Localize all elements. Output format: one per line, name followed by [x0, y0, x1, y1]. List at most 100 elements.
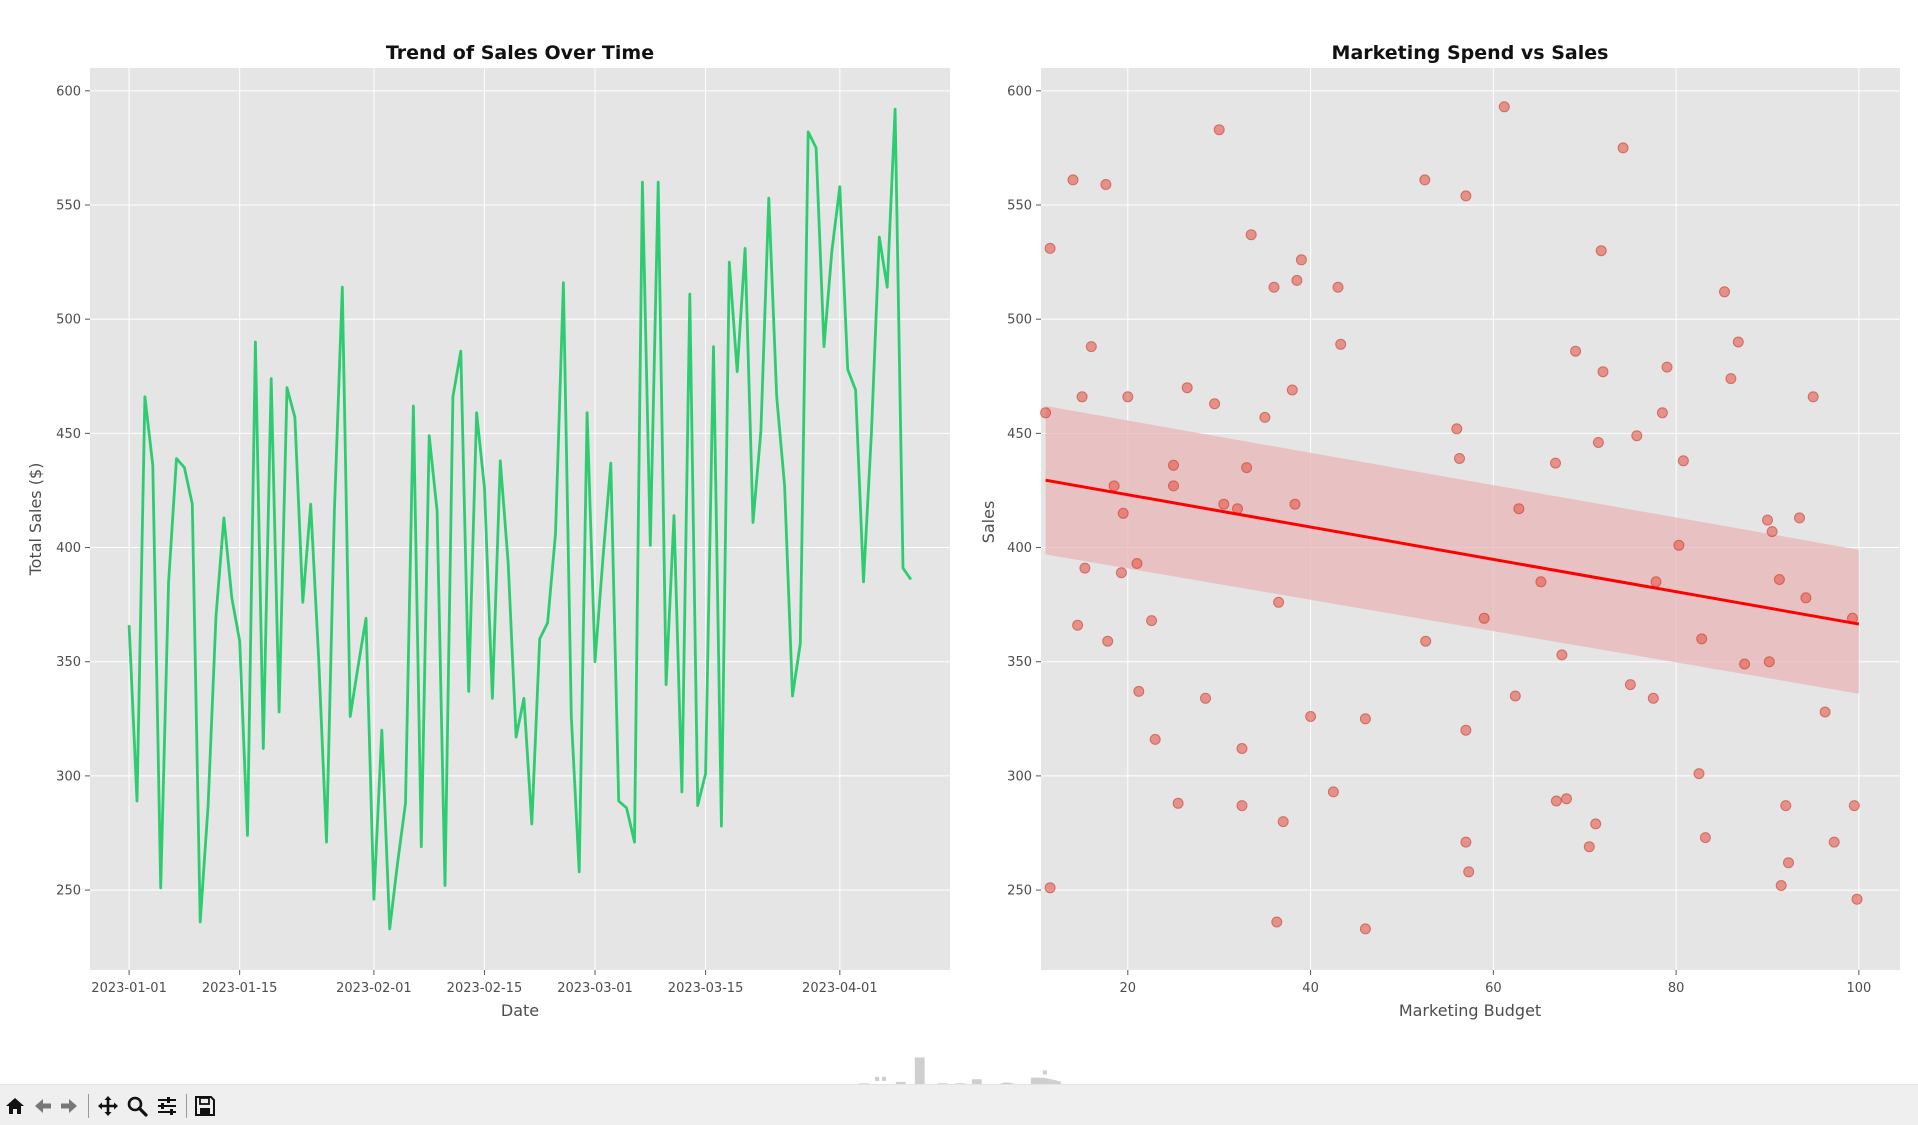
scatter-chart-y-tick-label: 350 — [1007, 655, 1032, 670]
line-chart-title: Trend of Sales Over Time — [386, 42, 654, 64]
toolbar — [0, 1084, 1918, 1125]
scatter-point — [1509, 690, 1521, 702]
scatter-point — [1149, 733, 1161, 745]
scatter-point — [1828, 836, 1840, 848]
scatter-chart-y-tick-label: 500 — [1007, 313, 1032, 328]
scatter-point — [1463, 866, 1475, 878]
scatter-point — [1076, 391, 1088, 403]
pan-icon[interactable] — [97, 1095, 119, 1117]
scatter-point — [1775, 880, 1787, 891]
scatter-point — [1561, 793, 1572, 805]
scatter-point — [1819, 706, 1831, 718]
scatter-point — [1108, 480, 1120, 492]
line-chart-y-tick-label: 350 — [56, 655, 81, 670]
scatter-chart-y-tick-label: 550 — [1007, 199, 1032, 214]
scatter-point — [1213, 124, 1225, 136]
scatter-point — [1133, 685, 1145, 697]
scatter-point — [1420, 635, 1432, 647]
scatter-point — [1592, 437, 1604, 448]
scatter-point — [1332, 281, 1344, 293]
home-icon[interactable] — [4, 1095, 26, 1117]
watermark-text: خمسات — [854, 1049, 1066, 1084]
scatter-point — [1200, 692, 1211, 704]
scatter-point — [1550, 795, 1562, 807]
line-chart-x-tick-label: 2023-04-01 — [802, 981, 878, 996]
scatter-point — [1115, 567, 1127, 579]
scatter-chart-y-tick-label: 250 — [1007, 884, 1032, 899]
scatter-point — [1146, 615, 1158, 627]
toolbar-separator — [186, 1094, 187, 1118]
line-chart-x-tick-label: 2023-01-01 — [91, 981, 167, 996]
scatter-point — [1100, 179, 1112, 190]
back-icon[interactable] — [32, 1095, 54, 1117]
scatter-point — [1762, 514, 1773, 526]
scatter-point — [1556, 649, 1568, 661]
line-chart-x-label: Date — [501, 1001, 539, 1020]
line-chart-x-tick-label: 2023-03-01 — [557, 981, 633, 996]
scatter-chart-points — [1040, 101, 1863, 935]
scatter-point — [1800, 592, 1812, 604]
scatter-point — [1454, 453, 1465, 464]
scatter-point — [1661, 361, 1673, 373]
scatter-point — [1451, 423, 1463, 435]
scatter-point — [1677, 455, 1689, 467]
line-chart-y-tick-label: 250 — [56, 884, 81, 899]
toolbar-separator — [88, 1094, 89, 1118]
scatter-point — [1739, 658, 1751, 670]
scatter-point — [1597, 366, 1609, 378]
scatter-point — [1732, 336, 1744, 348]
forward-icon[interactable] — [58, 1095, 80, 1117]
scatter-chart-x-tick-label: 40 — [1302, 981, 1319, 996]
scatter-point — [1172, 797, 1184, 809]
scatter-point — [1631, 430, 1643, 442]
line-chart-y-ticks: 250 300 350 400 450 500 550 600 — [56, 84, 90, 899]
scatter-point — [1535, 576, 1547, 588]
scatter-chart-y-tick-label: 400 — [1007, 541, 1032, 556]
scatter-point — [1067, 174, 1079, 186]
scatter-point — [1305, 711, 1317, 722]
scatter-point — [1271, 916, 1283, 928]
line-chart-x-ticks: 2023-01-01 2023-01-15 2023-02-01 2023-02-15… — [91, 970, 878, 996]
scatter-point — [1570, 345, 1582, 357]
scatter-point — [1273, 596, 1285, 608]
configure-subplots-icon[interactable] — [156, 1095, 178, 1117]
line-chart-y-tick-label: 550 — [56, 199, 81, 214]
scatter-point — [1286, 384, 1298, 396]
scatter-point — [1295, 254, 1307, 266]
scatter-point — [1218, 498, 1230, 510]
scatter-point — [1168, 480, 1179, 492]
scatter-point — [1498, 101, 1510, 113]
scatter-point — [1168, 459, 1179, 471]
regression-line — [1045, 478, 1860, 626]
scatter-chart-x-tick-label: 60 — [1485, 981, 1502, 996]
scatter-point — [1236, 800, 1248, 812]
scatter-point — [1289, 498, 1301, 510]
scatter-point — [1725, 373, 1737, 385]
scatter-point — [1656, 407, 1668, 419]
scatter-chart-y-label: Sales — [979, 501, 998, 544]
scatter-chart-x-label: Marketing Budget — [1399, 1001, 1541, 1020]
scatter-point — [1851, 893, 1863, 905]
scatter-point — [1773, 574, 1785, 585]
save-icon[interactable] — [194, 1095, 216, 1117]
scatter-point — [1122, 391, 1134, 403]
line-chart-y-tick-label: 300 — [56, 769, 81, 784]
line-chart-x-tick-label: 2023-02-15 — [447, 981, 523, 996]
scatter-point — [1079, 562, 1091, 574]
line-chart-plot-area — [90, 68, 950, 970]
scatter-point — [1699, 832, 1711, 844]
scatter-point — [1335, 338, 1347, 350]
zoom-icon[interactable] — [126, 1095, 148, 1117]
line-chart-x-tick-label: 2023-03-15 — [668, 981, 744, 996]
scatter-point — [1209, 398, 1221, 410]
scatter-point — [1268, 281, 1280, 293]
scatter-point — [1181, 382, 1193, 394]
scatter-point — [1719, 286, 1730, 298]
scatter-point — [1513, 503, 1525, 515]
scatter-point — [1624, 679, 1636, 691]
line-chart-y-label: Total Sales ($) — [26, 463, 45, 577]
sales-trend-line — [127, 107, 913, 931]
scatter-point — [1291, 274, 1303, 286]
scatter-point — [1583, 841, 1595, 853]
